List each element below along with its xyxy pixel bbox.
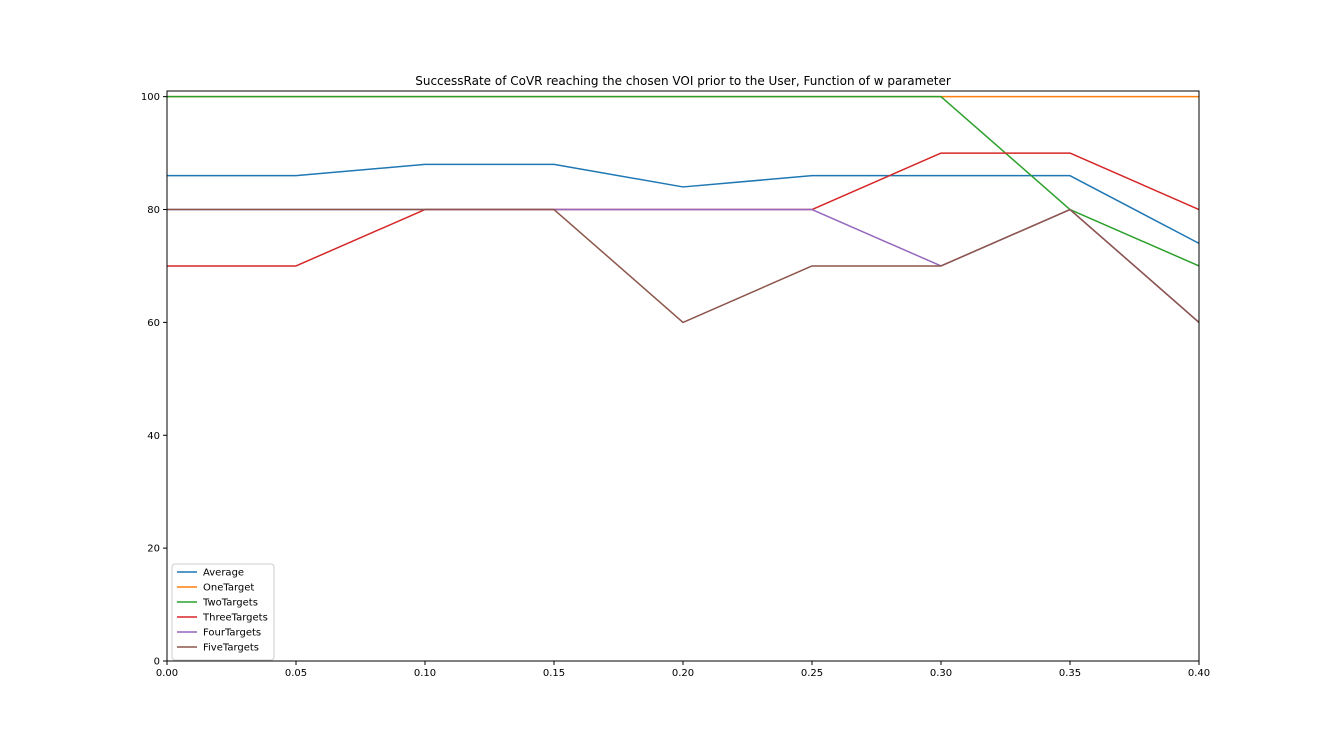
x-tick-label: 0.40 xyxy=(1188,668,1210,679)
x-tick-label: 0.35 xyxy=(1059,668,1081,679)
legend-label-twotargets: TwoTargets xyxy=(202,598,258,609)
x-tick-label: 0.05 xyxy=(285,668,307,679)
x-axis: 0.00 0.05 0.10 0.15 0.20 0.25 0.30 0.35 0.40 xyxy=(156,661,1210,679)
y-tick-label: 20 xyxy=(147,544,160,555)
series-line-twotargets xyxy=(167,95,1200,267)
x-tick-label: 0.25 xyxy=(801,668,823,679)
legend-label-average: Average xyxy=(203,568,244,579)
x-tick-label: 0.00 xyxy=(156,668,178,679)
series-line-fourtargets xyxy=(167,208,1200,323)
legend-label-fivetargets: FiveTargets xyxy=(203,643,259,654)
x-tick-label: 0.15 xyxy=(543,668,565,679)
y-tick-label: 60 xyxy=(147,318,160,329)
plot-frame xyxy=(166,90,1200,662)
chart-title: SuccessRate of CoVR reaching the chosen … xyxy=(415,74,951,88)
legend-box xyxy=(171,563,275,661)
x-tick-label: 0.20 xyxy=(672,668,694,679)
legend: Average OneTarget TwoTargets ThreeTargets Fo… xyxy=(171,563,275,661)
y-tick-label: 40 xyxy=(147,431,160,442)
x-tick-label: 0.10 xyxy=(414,668,436,679)
legend-label-threetargets: ThreeTargets xyxy=(202,613,268,624)
legend-label-fourtargets: FourTargets xyxy=(203,628,261,639)
series-line-fivetargets xyxy=(167,208,1200,324)
legend-label-onetarget: OneTarget xyxy=(203,583,254,594)
y-tick-label: 0 xyxy=(154,657,160,668)
series-line-average xyxy=(167,163,1200,245)
y-tick-label: 80 xyxy=(147,205,160,216)
y-tick-label: 100 xyxy=(141,92,160,103)
y-axis: 0 20 40 60 80 100 xyxy=(141,92,167,668)
series-layer xyxy=(167,95,1200,324)
x-tick-label: 0.30 xyxy=(930,668,952,679)
